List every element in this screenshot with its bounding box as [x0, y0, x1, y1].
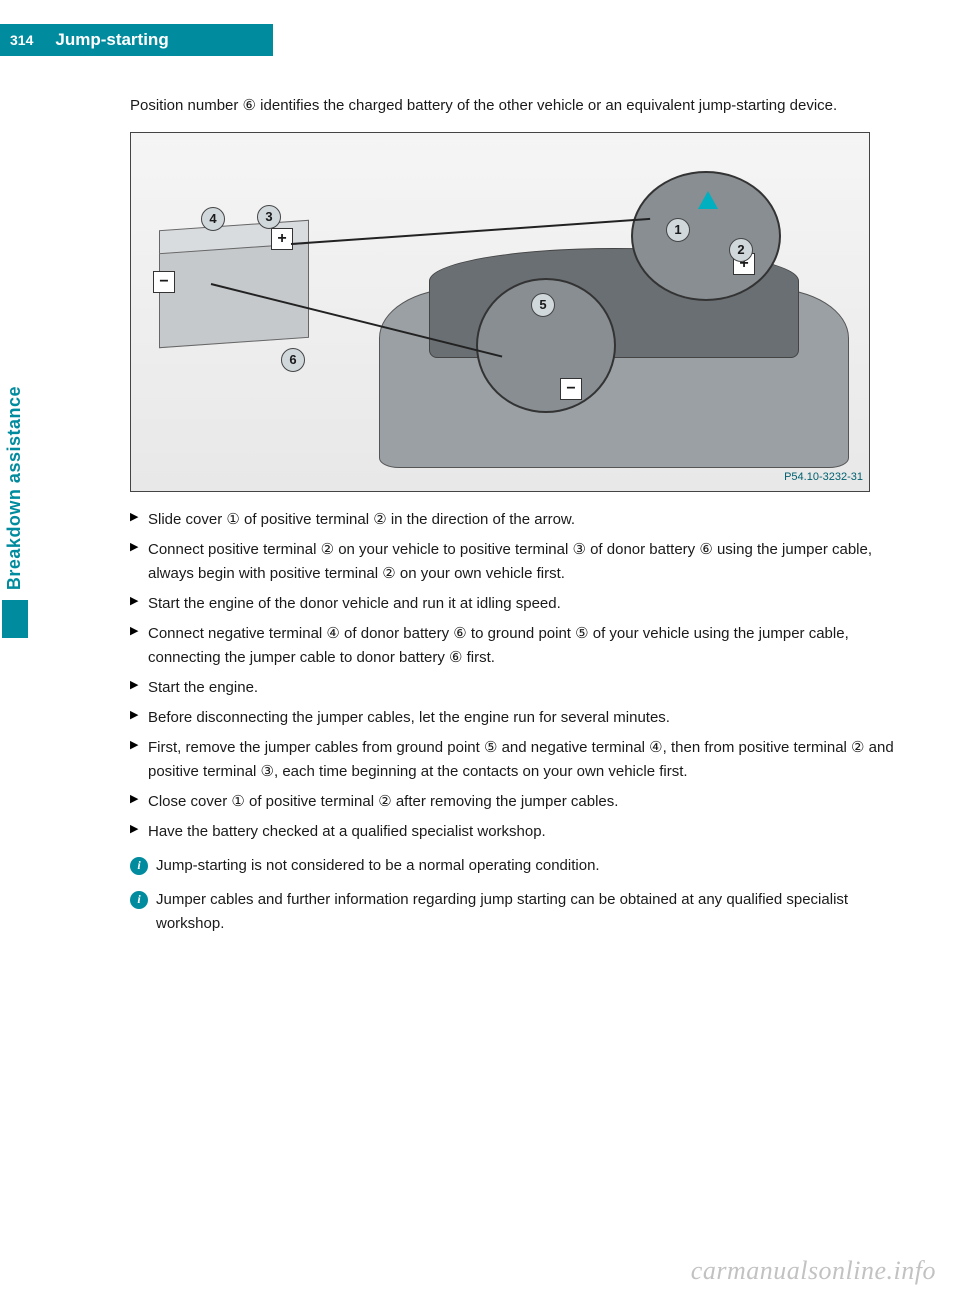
minus-sign-zoom: − — [560, 378, 582, 400]
step-text: Connect positive terminal ② on your vehi… — [148, 538, 900, 586]
step-marker-icon: ▶ — [130, 508, 148, 528]
step-text: Close cover ① of positive terminal ② aft… — [148, 790, 900, 814]
battery-shape — [159, 243, 309, 348]
info-note: i Jump-starting is not considered to be a… — [130, 854, 900, 878]
info-text: Jump-starting is not considered to be a … — [156, 854, 900, 878]
step-item: ▶First, remove the jumper cables from gr… — [130, 736, 900, 784]
step-item: ▶Start the engine. — [130, 676, 900, 700]
step-item: ▶Connect negative terminal ④ of donor ba… — [130, 622, 900, 670]
info-icon: i — [130, 891, 148, 909]
callout-2: 2 — [729, 238, 753, 262]
callout-5: 5 — [531, 293, 555, 317]
page-number: 314 — [0, 24, 43, 56]
page-title: Jump-starting — [43, 24, 273, 56]
arrow-up-icon — [698, 191, 718, 209]
step-text: Have the battery checked at a qualified … — [148, 820, 900, 844]
step-marker-icon: ▶ — [130, 538, 148, 558]
step-marker-icon: ▶ — [130, 820, 148, 840]
intro-text: Position number ⑥ identifies the charged… — [130, 94, 900, 118]
step-item: ▶Before disconnecting the jumper cables,… — [130, 706, 900, 730]
step-item: ▶Slide cover ① of positive terminal ② in… — [130, 508, 900, 532]
jump-start-figure: + − + − P54.10-3232-31 1 2 3 4 5 6 — [130, 132, 870, 492]
step-marker-icon: ▶ — [130, 592, 148, 612]
step-marker-icon: ▶ — [130, 706, 148, 726]
step-text: Before disconnecting the jumper cables, … — [148, 706, 900, 730]
step-text: Slide cover ① of positive terminal ② in … — [148, 508, 900, 532]
plus-sign: + — [271, 228, 293, 250]
step-text: First, remove the jumper cables from gro… — [148, 736, 900, 784]
step-item: ▶Connect positive terminal ② on your veh… — [130, 538, 900, 586]
step-item: ▶Start the engine of the donor vehicle a… — [130, 592, 900, 616]
watermark: carmanualsonline.info — [691, 1256, 936, 1286]
callout-1: 1 — [666, 218, 690, 242]
step-text: Connect negative terminal ④ of donor bat… — [148, 622, 900, 670]
info-text: Jumper cables and further information re… — [156, 888, 900, 936]
side-tab-block — [2, 600, 28, 638]
info-icon: i — [130, 857, 148, 875]
minus-sign: − — [153, 271, 175, 293]
step-marker-icon: ▶ — [130, 790, 148, 810]
side-tab: Breakdown assistance — [0, 380, 29, 638]
callout-6: 6 — [281, 348, 305, 372]
side-tab-label: Breakdown assistance — [0, 380, 29, 596]
info-note: i Jumper cables and further information r… — [130, 888, 900, 936]
step-text: Start the engine. — [148, 676, 900, 700]
header-bar: 314 Jump-starting — [0, 24, 273, 56]
step-marker-icon: ▶ — [130, 622, 148, 642]
step-text: Start the engine of the donor vehicle an… — [148, 592, 900, 616]
step-list: ▶Slide cover ① of positive terminal ② in… — [130, 508, 900, 844]
callout-4: 4 — [201, 207, 225, 231]
content-area: Position number ⑥ identifies the charged… — [130, 94, 900, 936]
callout-3: 3 — [257, 205, 281, 229]
step-item: ▶Close cover ① of positive terminal ② af… — [130, 790, 900, 814]
zoom-positive-terminal: + — [631, 171, 781, 301]
figure-reference: P54.10-3232-31 — [784, 469, 863, 487]
car-shape — [379, 168, 849, 468]
step-marker-icon: ▶ — [130, 736, 148, 756]
step-item: ▶Have the battery checked at a qualified… — [130, 820, 900, 844]
step-marker-icon: ▶ — [130, 676, 148, 696]
